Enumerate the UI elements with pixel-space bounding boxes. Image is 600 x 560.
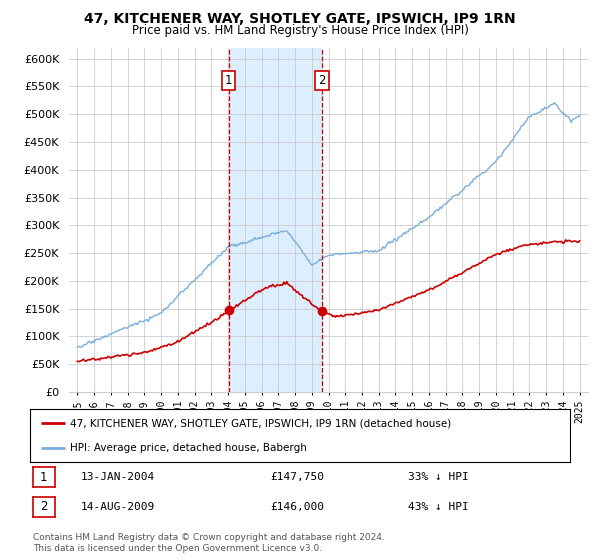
Text: HPI: Average price, detached house, Babergh: HPI: Average price, detached house, Babe…	[71, 443, 307, 453]
Text: Price paid vs. HM Land Registry's House Price Index (HPI): Price paid vs. HM Land Registry's House …	[131, 24, 469, 37]
Text: 1: 1	[225, 74, 232, 87]
Text: 2: 2	[40, 500, 47, 514]
Text: £146,000: £146,000	[270, 502, 324, 512]
Text: 47, KITCHENER WAY, SHOTLEY GATE, IPSWICH, IP9 1RN: 47, KITCHENER WAY, SHOTLEY GATE, IPSWICH…	[84, 12, 516, 26]
Text: £147,750: £147,750	[270, 472, 324, 482]
Text: 1: 1	[40, 470, 47, 484]
Text: This data is licensed under the Open Government Licence v3.0.: This data is licensed under the Open Gov…	[33, 544, 322, 553]
Text: 47, KITCHENER WAY, SHOTLEY GATE, IPSWICH, IP9 1RN (detached house): 47, KITCHENER WAY, SHOTLEY GATE, IPSWICH…	[71, 419, 452, 429]
Text: 14-AUG-2009: 14-AUG-2009	[81, 502, 155, 512]
Text: 33% ↓ HPI: 33% ↓ HPI	[408, 472, 469, 482]
Text: 13-JAN-2004: 13-JAN-2004	[81, 472, 155, 482]
Bar	[229, 48, 322, 392]
Text: 43% ↓ HPI: 43% ↓ HPI	[408, 502, 469, 512]
Text: Contains HM Land Registry data © Crown copyright and database right 2024.: Contains HM Land Registry data © Crown c…	[33, 533, 385, 542]
Text: 2: 2	[319, 74, 326, 87]
